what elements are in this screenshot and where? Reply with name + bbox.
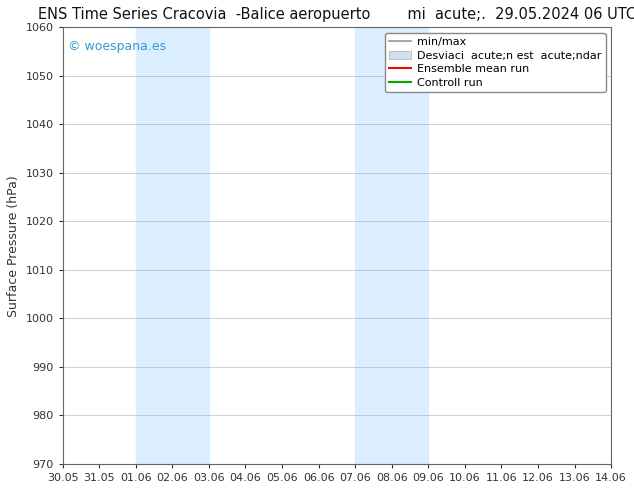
Bar <box>136 27 209 464</box>
Bar <box>355 27 429 464</box>
Title: ENS Time Series Cracovia  -Balice aeropuerto        mi  acute;.  29.05.2024 06 U: ENS Time Series Cracovia -Balice aeropue… <box>38 7 634 22</box>
Text: © woespana.es: © woespana.es <box>68 40 166 53</box>
Y-axis label: Surface Pressure (hPa): Surface Pressure (hPa) <box>7 175 20 317</box>
Legend: min/max, Desviaci  acute;n est  acute;ndar, Ensemble mean run, Controll run: min/max, Desviaci acute;n est acute;ndar… <box>385 33 605 92</box>
